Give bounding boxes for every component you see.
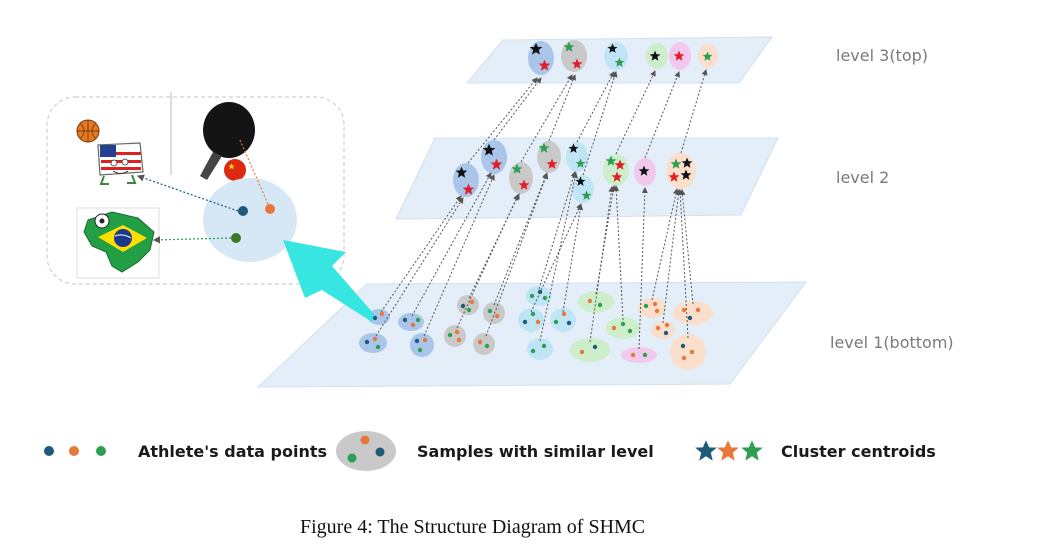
zoomed-cluster [136, 139, 297, 262]
blue-point [238, 206, 248, 216]
legend-blue-point [44, 446, 54, 456]
legend-orange-star [717, 440, 739, 461]
cluster [572, 175, 594, 203]
cluster [398, 313, 424, 331]
cluster [527, 338, 553, 360]
cluster [566, 142, 588, 172]
cluster [651, 321, 675, 339]
legend-green-point [96, 446, 106, 456]
cluster [638, 298, 666, 318]
cluster [518, 308, 544, 332]
cluster [670, 334, 706, 370]
legend-points-label: Athlete's data points [138, 442, 327, 461]
legend-samples-label: Samples with similar level [417, 442, 654, 461]
legend-orange-point [69, 446, 79, 456]
cluster [666, 153, 696, 189]
legend-green-star [741, 440, 763, 461]
cluster [444, 325, 466, 347]
level-3-label: level 3(top) [836, 46, 928, 65]
cluster [604, 42, 628, 70]
usa-flag-mascot-icon [97, 142, 144, 185]
cluster [528, 41, 554, 75]
legend: Athlete's data points Samples with simil… [44, 431, 936, 471]
figure-caption: Figure 4: The Structure Diagram of SHMC [300, 516, 645, 538]
legend-blue-star [695, 440, 717, 461]
soccer-ball-icon [94, 213, 110, 229]
cluster [621, 347, 657, 363]
hierarchy-arrows [375, 69, 708, 350]
cluster [368, 309, 390, 325]
level-3-clusters [528, 40, 718, 75]
basketball-icon [76, 119, 100, 143]
cluster [561, 40, 587, 72]
zoom-inset [46, 92, 345, 285]
cluster [550, 308, 576, 332]
cluster [526, 286, 552, 306]
level-1-plane [256, 281, 807, 388]
cluster [570, 338, 610, 362]
level-1-label: level 1(bottom) [830, 333, 954, 352]
green-point [231, 233, 241, 243]
brazil-map-icon [83, 211, 155, 273]
cluster [410, 333, 434, 357]
china-flag-icon [224, 159, 246, 181]
zoom-arrow [283, 240, 374, 322]
level-2-label: level 2 [836, 168, 889, 187]
cluster [673, 301, 713, 325]
legend-centroids-label: Cluster centroids [781, 442, 936, 461]
orange-point [265, 204, 275, 214]
level-1-clusters [359, 286, 713, 370]
cluster [473, 333, 495, 355]
cluster [483, 302, 505, 324]
cluster [359, 333, 387, 353]
cluster [606, 317, 640, 339]
cluster [603, 154, 629, 186]
level-2-clusters [453, 140, 696, 203]
